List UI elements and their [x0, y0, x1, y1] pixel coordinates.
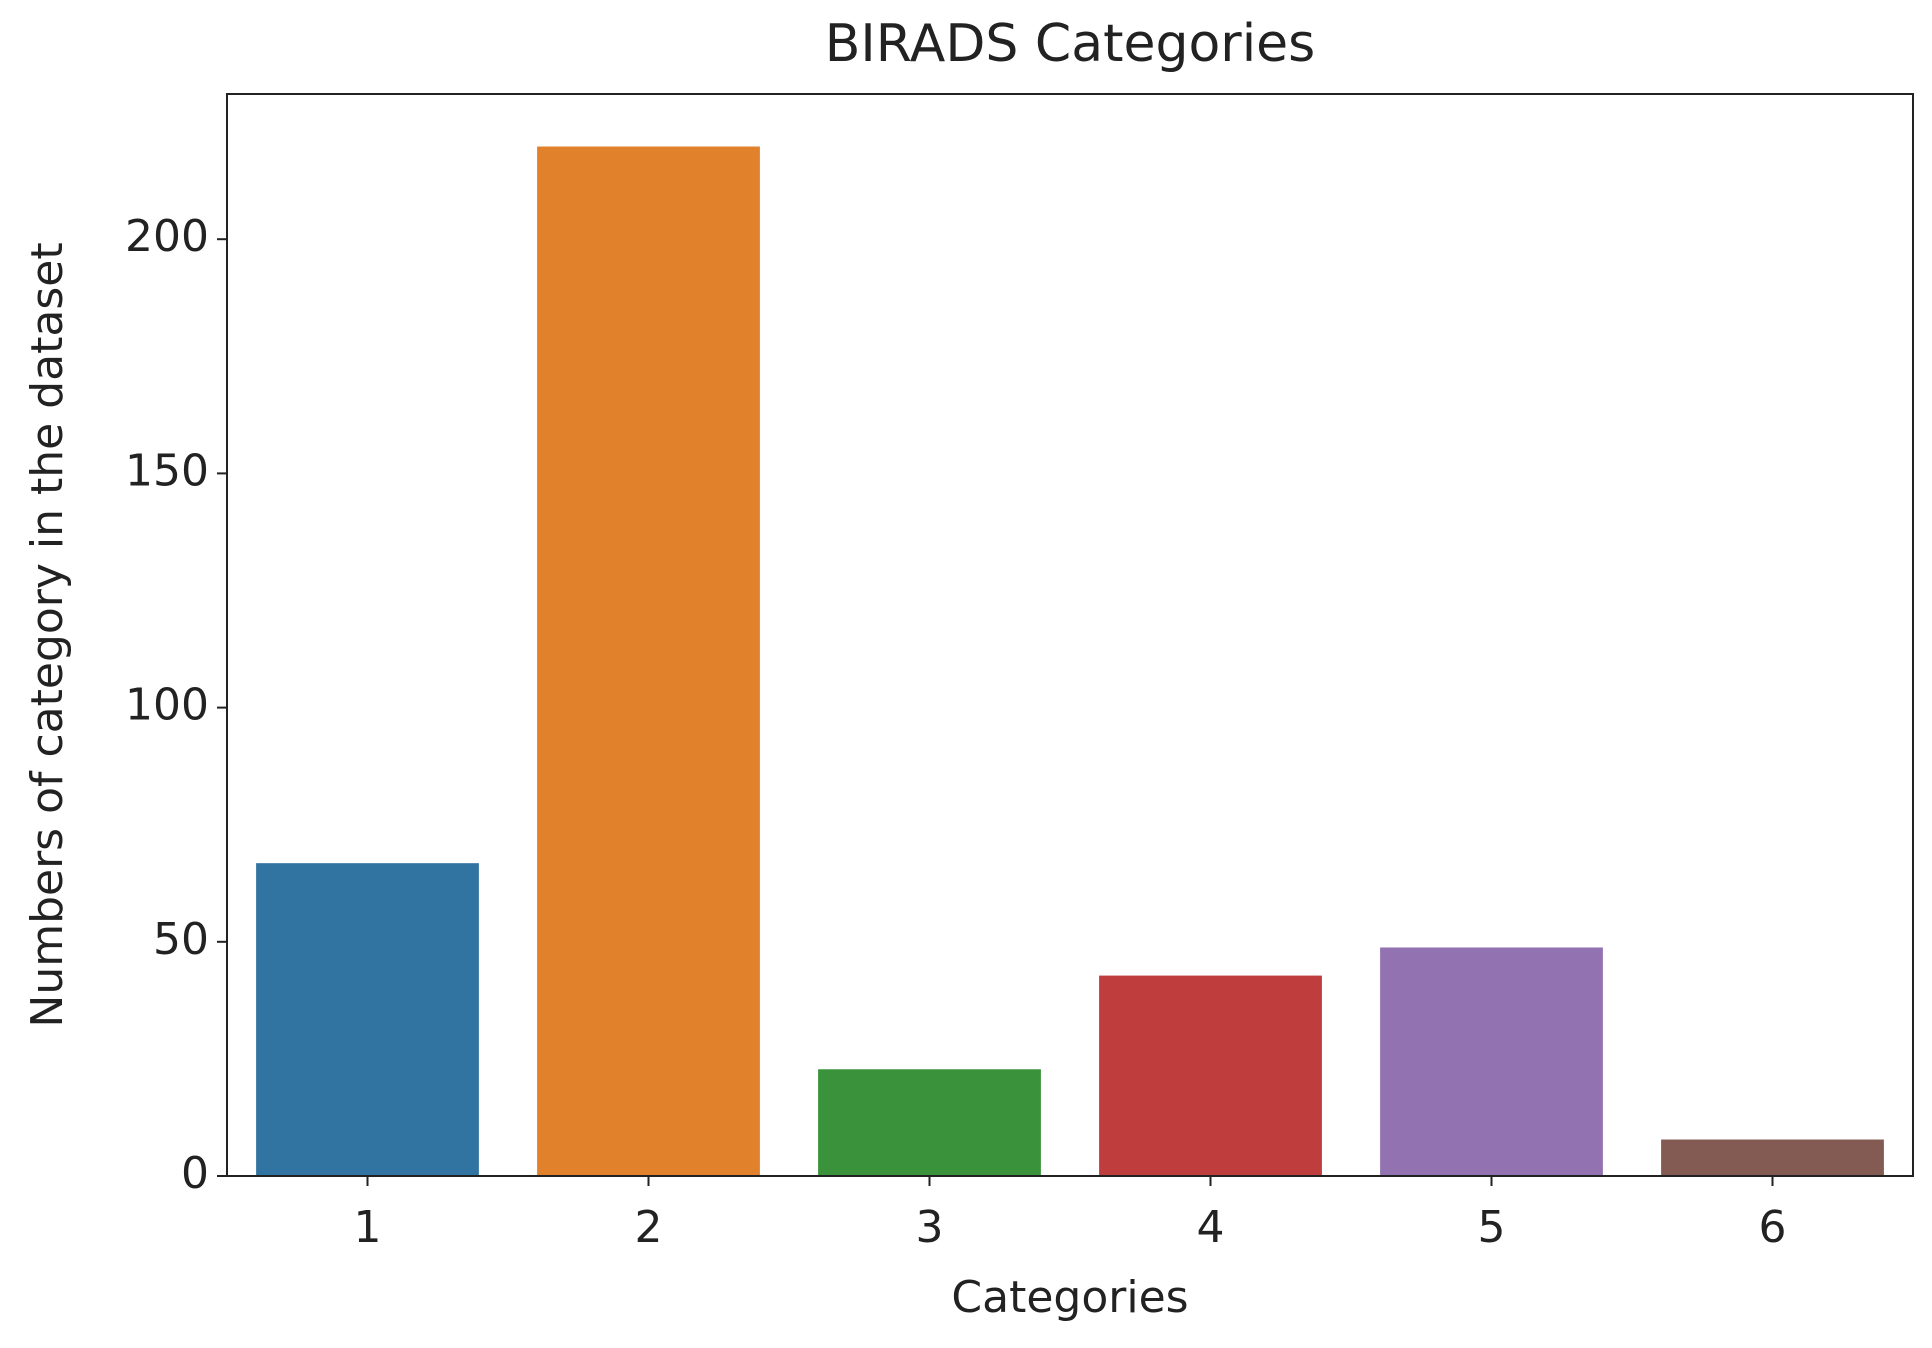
x-tick-label: 4	[1197, 1202, 1225, 1253]
bar	[254, 861, 481, 1177]
y-tick-label: 200	[125, 211, 209, 262]
x-tick-label: 3	[916, 1202, 944, 1253]
x-tick-label: 6	[1759, 1202, 1787, 1253]
y-tick-label: 0	[181, 1148, 209, 1199]
x-tick-label: 1	[354, 1202, 382, 1253]
bar	[535, 144, 762, 1177]
y-tick-label: 50	[153, 914, 209, 965]
x-axis-label: Categories	[951, 1272, 1188, 1323]
y-axis-label: Numbers of category in the dataset	[22, 242, 73, 1027]
bar	[1378, 945, 1605, 1178]
y-tick-label: 100	[125, 680, 209, 731]
bar	[1097, 973, 1324, 1177]
bar	[1659, 1137, 1886, 1178]
x-tick-label: 2	[635, 1202, 663, 1253]
bar	[816, 1067, 1043, 1178]
y-tick-label: 150	[125, 445, 209, 496]
chart-title: BIRADS Categories	[825, 14, 1315, 74]
plot-frame	[226, 93, 1914, 1177]
x-tick-label: 5	[1478, 1202, 1506, 1253]
